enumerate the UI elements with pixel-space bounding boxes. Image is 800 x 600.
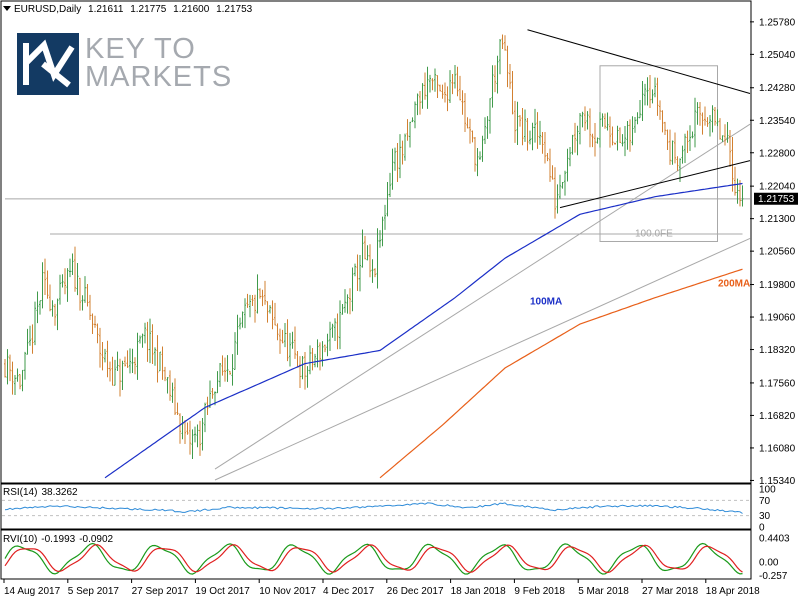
- dropdown-triangle-icon[interactable]: [3, 6, 11, 11]
- price-tick-label: 1.22800: [759, 148, 796, 159]
- time-tick-label: 9 Feb 2018: [514, 586, 565, 597]
- time-tick-label: 18 Apr 2018: [706, 586, 760, 597]
- price-tick-label: 1.21300: [759, 214, 796, 225]
- logo-line-2: MARKETS: [85, 61, 233, 93]
- logo-text: KEY TO MARKETS: [85, 33, 233, 93]
- price-tick-label: 1.19060: [759, 313, 796, 324]
- price-tick-label: 1.24280: [759, 83, 796, 94]
- channel-line-upper: [214, 123, 751, 470]
- rvi-signal-line: [4, 544, 743, 574]
- price-tick-label: 1.15340: [759, 476, 796, 487]
- current-price-label: 1.21753: [758, 194, 795, 205]
- time-tick-label: 10 Nov 2017: [259, 586, 316, 597]
- time-tick-label: 19 Oct 2017: [195, 586, 250, 597]
- fe-projection-box: [599, 65, 718, 242]
- rsi-level-label: 0: [759, 523, 765, 534]
- price-tick-label: 1.25780: [759, 17, 796, 28]
- logo-line-1: KEY TO: [85, 33, 196, 65]
- price-tick-label: 1.20560: [759, 247, 796, 258]
- rvi-main-line: [4, 542, 743, 575]
- time-tick-label: 27 Sep 2017: [132, 586, 189, 597]
- rvi-tick-label: 0.00: [759, 557, 779, 568]
- time-tick-label: 27 Mar 2018: [642, 586, 699, 597]
- ohlc-close: 1.21753: [216, 4, 253, 15]
- price-tick-label: 1.17560: [759, 378, 796, 389]
- ohlc-low: 1.21600: [173, 4, 210, 15]
- time-tick-label: 5 Sep 2017: [68, 586, 120, 597]
- main-plot-frame: [0, 0, 752, 484]
- rsi-plot-frame: [0, 483, 752, 530]
- rvi-tick-label: -0.257: [759, 571, 788, 582]
- rsi-label: RSI(14): [3, 487, 38, 498]
- time-tick-label: 4 Dec 2017: [323, 586, 375, 597]
- trendline-lower: [559, 160, 751, 209]
- rsi-level-label: 70: [759, 496, 771, 507]
- price-tick-label: 1.19800: [759, 280, 796, 291]
- price-tick-label: 1.25040: [759, 50, 796, 61]
- ma200-line: [379, 268, 743, 479]
- ma200-label: 200MA: [718, 278, 750, 289]
- price-tick-label: 1.22040: [759, 182, 796, 193]
- rsi-value: 38.3262: [41, 487, 78, 498]
- ohlc-open: 1.21611: [88, 4, 124, 15]
- rsi-header: RSI(14) 38.3262: [3, 487, 82, 498]
- time-tick-label: 18 Jan 2018: [451, 586, 506, 597]
- ma100-line: [104, 182, 743, 479]
- rvi-label: RVI(10): [3, 534, 38, 545]
- time-tick-label: 26 Dec 2017: [387, 586, 444, 597]
- rvi-signal-value: -0.0902: [79, 534, 114, 545]
- brand-logo: KEY TO MARKETS: [17, 33, 247, 95]
- rvi-tick-label: 0.4403: [759, 534, 790, 545]
- price-tick-label: 1.16820: [759, 411, 796, 422]
- chart-header: EURUSD,Daily 1.21611 1.21775 1.21600 1.2…: [3, 4, 256, 15]
- symbol-label: EURUSD,Daily: [14, 4, 82, 15]
- rvi-header: RVI(10) -0.1993 -0.0902: [3, 534, 117, 545]
- rsi-line: [4, 502, 743, 514]
- trendline-upper: [527, 29, 751, 94]
- price-tick-label: 1.16080: [759, 443, 796, 454]
- time-tick-label: 5 Mar 2018: [578, 586, 629, 597]
- ohlc-high: 1.21775: [130, 4, 167, 15]
- current-price-tag: [754, 192, 798, 205]
- channel-line-lower: [214, 237, 751, 481]
- rsi-level-label: 30: [759, 511, 771, 522]
- price-tick-label: 1.18320: [759, 345, 796, 356]
- rsi-level-label: 100: [759, 485, 776, 496]
- rvi-plot-frame: [0, 529, 752, 580]
- price-tick-label: 1.23540: [759, 116, 796, 127]
- ma100-label: 100MA: [530, 296, 562, 307]
- key-to-markets-logo-icon: [17, 33, 79, 95]
- rvi-main-value: -0.1993: [41, 534, 76, 545]
- fe-label: 100.0FE: [635, 228, 673, 239]
- time-tick-label: 14 Aug 2017: [4, 586, 61, 597]
